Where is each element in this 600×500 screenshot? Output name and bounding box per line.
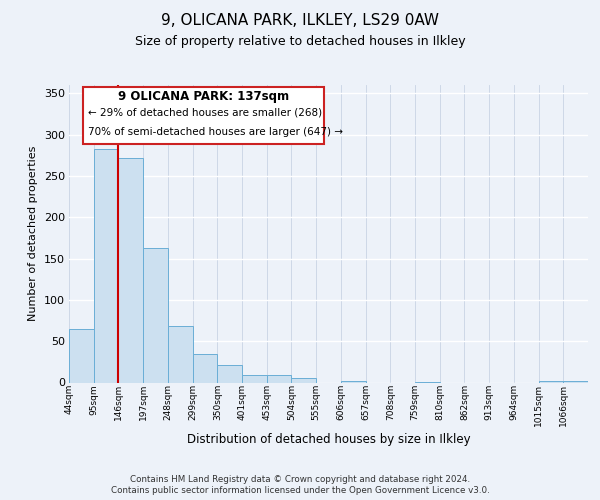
FancyBboxPatch shape: [83, 86, 323, 144]
Bar: [69, 329, 94, 382]
Y-axis label: Number of detached properties: Number of detached properties: [28, 146, 38, 322]
Text: Size of property relative to detached houses in Ilkley: Size of property relative to detached ho…: [134, 35, 466, 48]
Text: 9 OLICANA PARK: 137sqm: 9 OLICANA PARK: 137sqm: [118, 90, 289, 103]
Bar: [143, 248, 168, 382]
Bar: [242, 375, 267, 382]
Text: 9, OLICANA PARK, ILKLEY, LS29 0AW: 9, OLICANA PARK, ILKLEY, LS29 0AW: [161, 13, 439, 28]
Bar: [341, 381, 365, 382]
Text: Contains public sector information licensed under the Open Government Licence v3: Contains public sector information licen…: [110, 486, 490, 495]
Text: Contains HM Land Registry data © Crown copyright and database right 2024.: Contains HM Land Registry data © Crown c…: [130, 475, 470, 484]
Text: ← 29% of detached houses are smaller (268): ← 29% of detached houses are smaller (26…: [88, 108, 322, 118]
Bar: [267, 375, 292, 382]
Bar: [539, 381, 563, 382]
Bar: [118, 158, 143, 382]
Bar: [94, 148, 118, 382]
Bar: [563, 381, 588, 382]
Bar: [193, 354, 217, 382]
X-axis label: Distribution of detached houses by size in Ilkley: Distribution of detached houses by size …: [187, 433, 470, 446]
Bar: [292, 378, 316, 382]
Bar: [168, 326, 193, 382]
Bar: [217, 365, 242, 382]
Text: 70% of semi-detached houses are larger (647) →: 70% of semi-detached houses are larger (…: [88, 126, 343, 136]
